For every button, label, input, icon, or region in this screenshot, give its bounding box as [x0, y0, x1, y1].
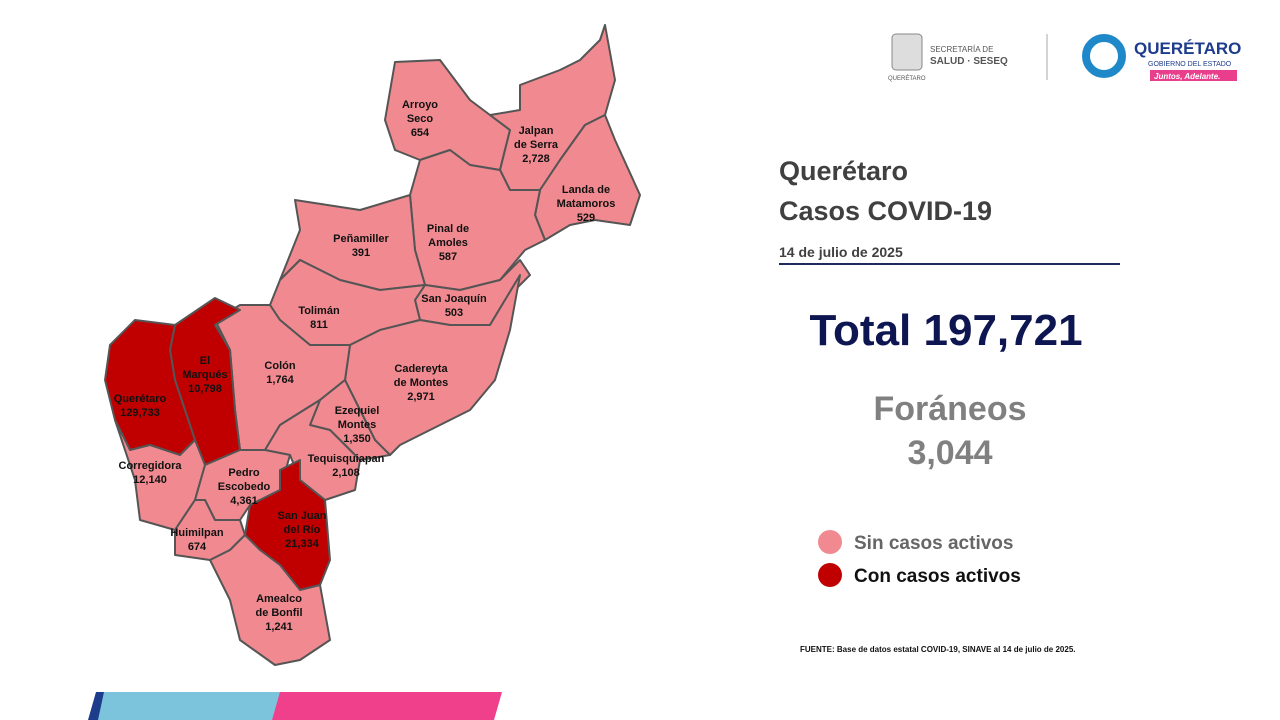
region-name: Montes [338, 419, 377, 431]
region-name: Huimilpan [170, 527, 223, 539]
region-name: Tolimán [298, 305, 340, 317]
region-name: Amealco [256, 593, 302, 605]
title: Querétaro [779, 156, 908, 186]
region-name: Seco [407, 113, 434, 125]
region-name: Jalpan [519, 125, 554, 137]
emblem [891, 33, 923, 71]
region-name: El [200, 355, 210, 367]
region-name: Cadereyta [394, 363, 448, 375]
region-cases: 503 [445, 307, 463, 319]
logo-left: SECRETARÍA DE SALUD · SESEQ QUERÉTARO [888, 33, 1008, 82]
region-name: del Río [284, 524, 321, 536]
region [534, 114, 641, 241]
logo-text: GOBIERNO DEL ESTADO [1148, 61, 1232, 68]
foraneos-label: Foráneos [873, 390, 1026, 428]
region-name: Colón [264, 360, 295, 372]
logo-band [1150, 70, 1237, 81]
region-name: Tequisquiapan [308, 453, 385, 465]
region-cases: 2,728 [522, 153, 550, 165]
region-name: Pinal de [427, 223, 469, 235]
region [174, 499, 246, 561]
region-name: Querétaro [114, 393, 167, 405]
region-cases: 21,334 [285, 538, 320, 550]
logo-mark [1082, 34, 1126, 78]
region-cases: 2,108 [332, 467, 360, 479]
region-name: Marqués [182, 369, 227, 381]
region-cases: 1,764 [266, 374, 294, 386]
region-name: Matamoros [557, 198, 616, 210]
legend-swatch [818, 563, 842, 587]
region-name: de Serra [514, 139, 559, 151]
logo-text: QUERÉTARO [1134, 39, 1241, 58]
legend: Sin casos activos Con casos activos [818, 530, 1021, 587]
region-name: Corregidora [119, 460, 183, 472]
region-cases: 654 [411, 127, 430, 139]
region-cases: 1,241 [265, 621, 293, 633]
region-name: de Bonfil [255, 607, 302, 619]
logo-text: Juntos, Adelante. [1154, 72, 1220, 81]
region-name: Landa de [562, 184, 610, 196]
region-name: San Juan [278, 510, 327, 522]
region-cases: 587 [439, 251, 457, 263]
bar [272, 692, 502, 720]
legend-label: Sin casos activos [854, 533, 1013, 554]
region-cases: 391 [352, 247, 370, 259]
title: Casos COVID-19 [779, 196, 992, 226]
region-cases: 12,140 [133, 474, 167, 486]
total: Total 197,721 [809, 306, 1082, 355]
region-name: Ezequiel [335, 405, 380, 417]
legend-swatch [818, 530, 842, 554]
region-cases: 529 [577, 212, 595, 224]
region-name: Arroyo [402, 99, 438, 111]
date: 14 de julio de 2025 [779, 244, 903, 260]
region-name: Escobedo [218, 481, 271, 493]
region-name: San Joaquín [421, 293, 487, 305]
region-name: de Montes [394, 377, 448, 389]
legend-label: Con casos activos [854, 566, 1021, 587]
region-cases: 129,733 [120, 407, 160, 419]
region-name: Pedro [228, 467, 259, 479]
logo-right: QUERÉTARO GOBIERNO DEL ESTADO Juntos, Ad… [1082, 34, 1241, 81]
region-cases: 674 [188, 541, 207, 553]
region-cases: 1,350 [343, 433, 371, 445]
region-cases: 10,798 [188, 383, 222, 395]
region [209, 534, 331, 666]
map [104, 24, 641, 666]
bar [98, 692, 300, 720]
region-name: Amoles [428, 237, 468, 249]
logo-text: SALUD · SESEQ [930, 56, 1008, 67]
region-name: Peñamiller [333, 233, 389, 245]
region-cases: 2,971 [407, 391, 435, 403]
footer-bar [88, 692, 502, 720]
source: FUENTE: Base de datos estatal COVID-19, … [800, 645, 1076, 654]
logo-text: SECRETARÍA DE [930, 45, 993, 54]
logo-text: QUERÉTARO [888, 75, 926, 82]
foraneos-value: 3,044 [907, 434, 992, 472]
region-cases: 4,361 [230, 495, 258, 507]
region-cases: 811 [310, 319, 328, 331]
